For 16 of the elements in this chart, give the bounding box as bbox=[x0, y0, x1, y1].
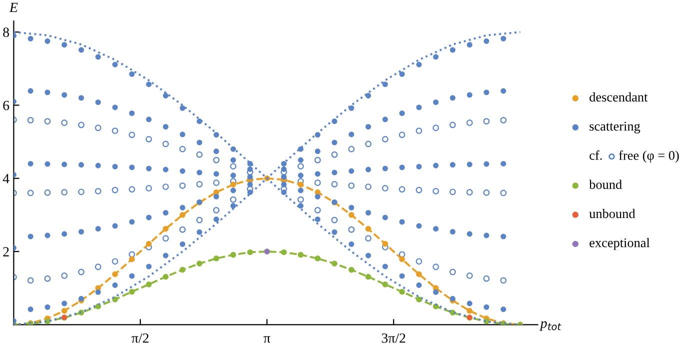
legend-label: scattering bbox=[590, 122, 640, 134]
legend-label: descendant bbox=[590, 92, 648, 102]
legend-label: exceptional bbox=[590, 238, 650, 250]
y-tick-label: 6 bbox=[3, 100, 10, 110]
x-tick-label: 3π/2 bbox=[382, 333, 406, 343]
legend-label: bound bbox=[589, 180, 622, 189]
y-tick-label: 8 bbox=[3, 28, 10, 37]
legend-label: free (φ = 0) bbox=[618, 150, 679, 163]
y-tick-label: 2 bbox=[3, 247, 9, 256]
y-tick-label: 4 bbox=[2, 174, 10, 184]
x-tick-label: π/2 bbox=[132, 333, 148, 343]
y-axis-title: E bbox=[9, 2, 18, 12]
text: cf. bbox=[590, 150, 602, 160]
x-axis-title: p$_{tot}$ bbox=[540, 321, 562, 331]
legend-label: unbound bbox=[589, 208, 636, 218]
x-tick-label: π bbox=[264, 336, 270, 343]
